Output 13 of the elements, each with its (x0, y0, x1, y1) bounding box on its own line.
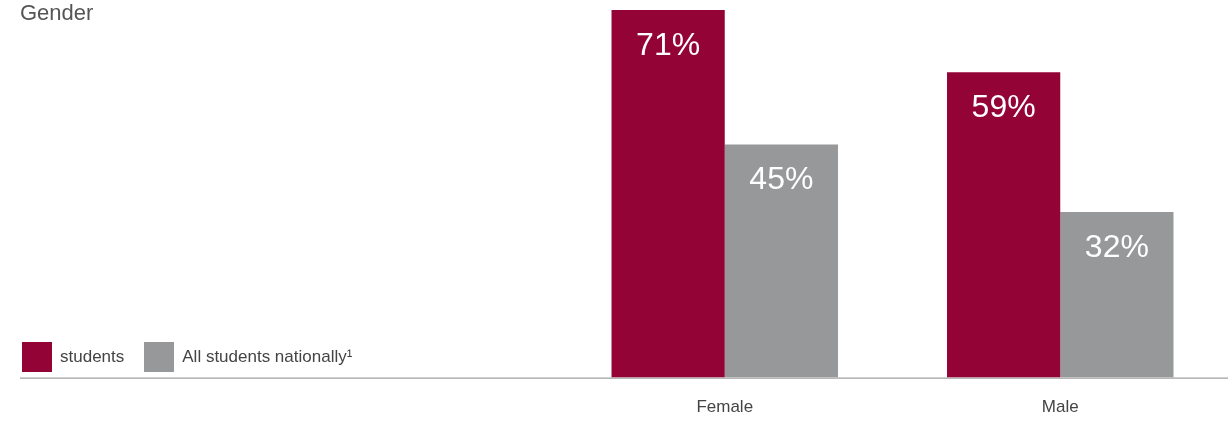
legend-label: students (60, 347, 125, 367)
bar (724, 144, 838, 378)
bar (947, 72, 1061, 378)
bar (1060, 211, 1174, 378)
data-label: 45% (749, 160, 814, 197)
bar (611, 10, 725, 378)
data-label: 71% (636, 25, 701, 62)
data-label: 59% (971, 87, 1036, 124)
x-tick-label: Male (1041, 397, 1079, 417)
data-label: 32% (1084, 227, 1149, 264)
text: Gender (20, 0, 94, 26)
legend-label: All students nationally¹ (182, 347, 353, 367)
x-tick-label: Female (696, 397, 754, 417)
